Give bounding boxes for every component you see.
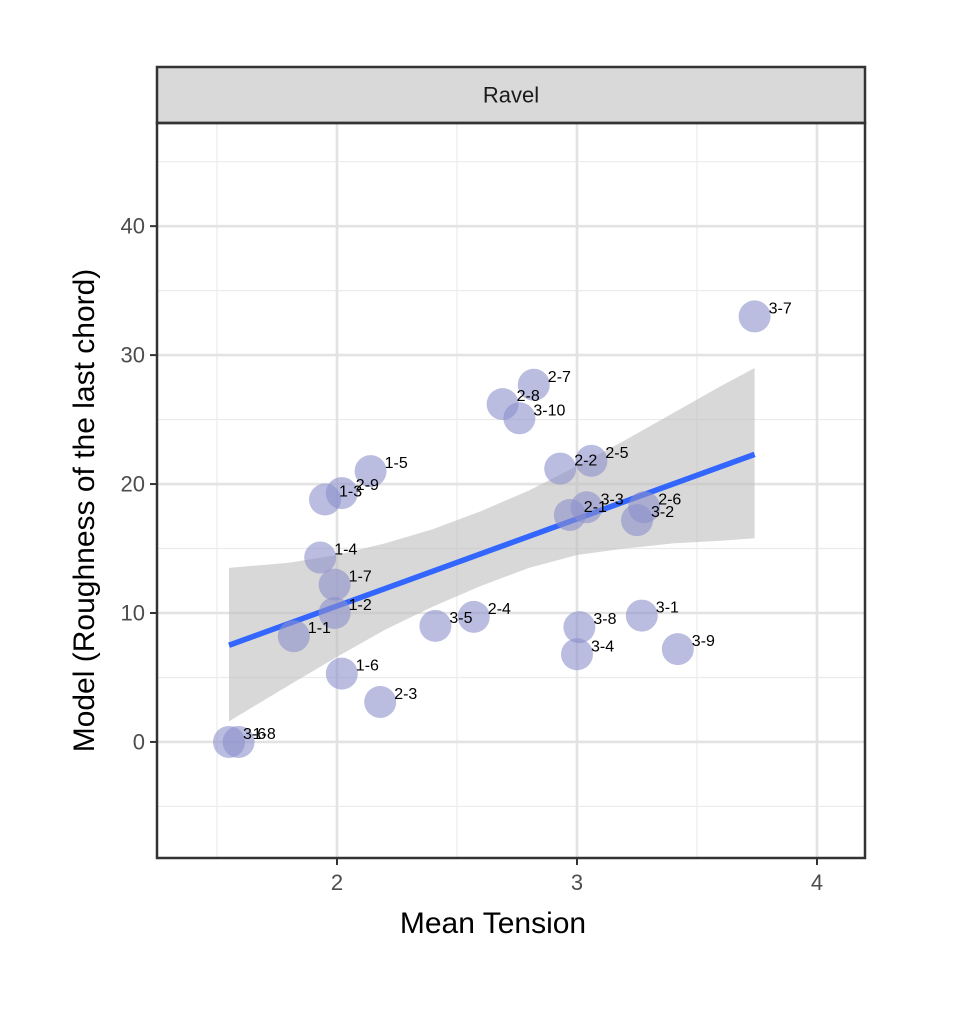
data-point — [318, 568, 351, 601]
point-label: 3-2 — [651, 504, 674, 521]
x-tick-label: 4 — [811, 870, 823, 895]
data-point — [222, 725, 255, 758]
point-label: 1-7 — [349, 569, 372, 586]
point-label: 2-2 — [574, 453, 597, 470]
regression-line-segment — [228, 451, 756, 648]
point-label: 3-5 — [449, 610, 472, 627]
point-label: 3-10 — [533, 402, 565, 419]
data-point — [318, 597, 351, 629]
data-points — [213, 300, 771, 758]
point-label: 3-1 — [656, 600, 679, 617]
point-label: 1-1 — [308, 620, 331, 637]
point-label: 3-7 — [769, 300, 792, 317]
point-label: 2-1 — [584, 499, 607, 516]
point-label: 3-9 — [692, 633, 715, 650]
panel-border — [155, 121, 867, 860]
data-point — [661, 633, 694, 666]
data-point — [563, 611, 596, 644]
facet-strip-label: Ravel — [483, 83, 539, 108]
point-label: 1-6 — [356, 658, 379, 675]
data-point — [277, 620, 310, 653]
facet-strip — [155, 65, 867, 125]
y-tick-label: 30 — [121, 343, 145, 368]
y-tick-label: 40 — [121, 214, 145, 239]
point-label: 1-2 — [349, 597, 372, 614]
data-point — [544, 452, 577, 485]
data-point — [553, 499, 586, 531]
confidence-band — [229, 368, 755, 722]
point-label: 3-6 — [243, 726, 266, 743]
data-point — [621, 504, 653, 537]
point-label: 2-6 — [658, 491, 681, 508]
point-label: 3-4 — [591, 638, 614, 655]
y-axis-title: Model (Roughness of the last chord) — [68, 269, 101, 753]
data-point — [575, 444, 608, 477]
point-label: 2-9 — [356, 477, 379, 494]
data-point — [309, 483, 341, 516]
data-point — [325, 657, 358, 690]
point-label: 2-8 — [517, 388, 540, 405]
panel-background — [157, 123, 865, 858]
y-tick-label: 10 — [121, 601, 145, 626]
point-label: 3-8 — [593, 611, 616, 628]
data-point — [457, 600, 490, 633]
point-label: 2-7 — [548, 369, 571, 386]
point-label: 3-3 — [601, 491, 624, 508]
confidence-band-area — [229, 368, 755, 722]
data-point — [304, 541, 337, 574]
point-labels: 3-7 2-7 2-83-10 2-5 2-2 1-5 2-91-3 3-3 2-6 2-1 3-2… — [243, 300, 792, 743]
data-point — [517, 368, 550, 401]
x-axis-title: Mean Tension — [400, 907, 586, 940]
point-label: 1-3 — [339, 484, 362, 501]
grid — [157, 123, 865, 858]
y-tick-label: 0 — [133, 729, 145, 754]
data-point — [738, 300, 771, 333]
data-point — [354, 455, 387, 488]
x-tick-label: 3 — [571, 870, 583, 895]
point-label: 1-5 — [385, 455, 408, 472]
panel-frame — [155, 65, 867, 860]
point-label: 2-5 — [605, 445, 628, 462]
data-point — [503, 402, 536, 435]
data-point — [419, 609, 452, 642]
point-label: 2-4 — [488, 601, 511, 618]
y-tick-label: 20 — [121, 472, 145, 497]
x-tick-label: 2 — [331, 870, 343, 895]
point-label: 2-3 — [394, 686, 417, 703]
point-label: 1-8 — [253, 726, 276, 743]
data-point — [561, 638, 593, 671]
point-label: 1-4 — [334, 542, 357, 559]
regression-line — [228, 451, 756, 648]
data-point — [625, 599, 658, 632]
data-point — [364, 685, 397, 718]
